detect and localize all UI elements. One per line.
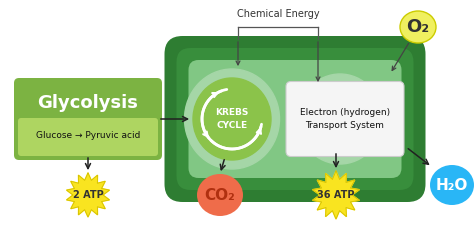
Ellipse shape (400, 11, 436, 43)
Text: CO₂: CO₂ (205, 187, 236, 202)
Polygon shape (312, 171, 359, 219)
Text: 2 ATP: 2 ATP (73, 190, 103, 200)
Text: Glycolysis: Glycolysis (37, 94, 138, 112)
Text: Electron (hydrogen)
Transport System: Electron (hydrogen) Transport System (300, 108, 390, 130)
Text: 36 ATP: 36 ATP (317, 190, 355, 200)
FancyBboxPatch shape (286, 82, 404, 156)
Text: Glucose → Pyruvic acid: Glucose → Pyruvic acid (36, 131, 140, 140)
Text: KREBS
CYCLE: KREBS CYCLE (215, 108, 249, 130)
FancyBboxPatch shape (189, 60, 401, 178)
FancyBboxPatch shape (176, 48, 413, 190)
Text: H₂O: H₂O (436, 178, 468, 192)
Polygon shape (66, 173, 109, 217)
Ellipse shape (298, 74, 383, 164)
Ellipse shape (184, 69, 280, 169)
Ellipse shape (197, 174, 243, 216)
FancyBboxPatch shape (164, 36, 426, 202)
Text: O₂: O₂ (406, 18, 429, 36)
Text: Chemical Energy: Chemical Energy (237, 9, 319, 19)
Ellipse shape (430, 165, 474, 205)
FancyBboxPatch shape (18, 118, 158, 156)
Ellipse shape (193, 78, 271, 160)
FancyBboxPatch shape (14, 78, 162, 160)
